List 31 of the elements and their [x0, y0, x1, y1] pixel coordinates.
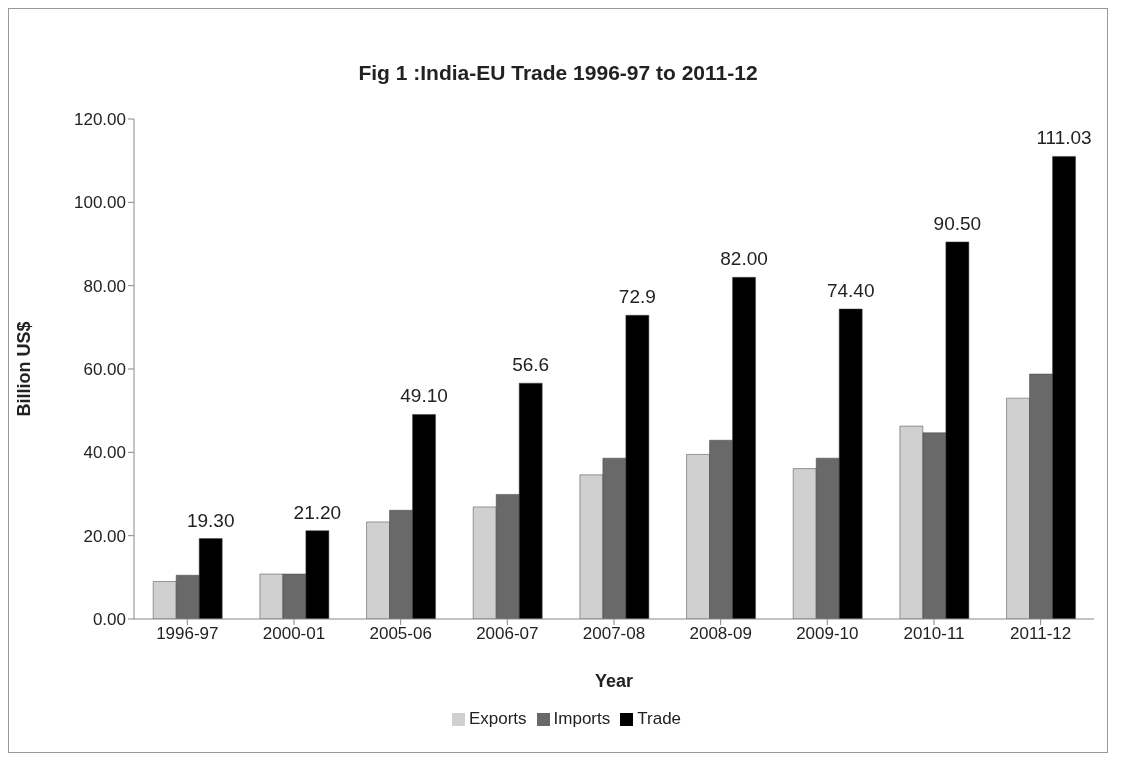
chart-title: Fig 1 :India-EU Trade 1996-97 to 2011-12 [357, 61, 759, 85]
x-tick-label: 2010-11 [903, 624, 965, 644]
data-label: 90.50 [933, 212, 982, 234]
data-label: 19.30 [186, 509, 235, 531]
y-tick-label: 40.00 [83, 443, 126, 463]
x-tick-label: 2006-07 [476, 624, 539, 644]
x-axis-title: Year [594, 671, 634, 691]
y-tick-label: 80.00 [83, 276, 126, 296]
y-tick-label: 0.00 [92, 610, 126, 630]
y-axis-title: Billion US$ [14, 321, 35, 417]
legend-label: Trade [637, 709, 682, 728]
data-label: 49.10 [400, 385, 448, 407]
x-tick-label: 1996-97 [156, 624, 219, 644]
y-tick-label: 120.00 [74, 110, 126, 130]
x-tick-label: 2000-01 [262, 624, 326, 644]
data-label: 21.20 [293, 501, 342, 523]
y-tick-label: 100.00 [74, 193, 126, 213]
legend-label: Imports [553, 709, 611, 728]
x-tick-label: 2009-10 [796, 624, 859, 644]
data-label: 72.9 [618, 286, 656, 308]
data-label: 56.6 [512, 354, 550, 376]
x-tick-label: 2005-06 [369, 624, 432, 644]
x-tick-label: 2011-12 [1010, 624, 1072, 644]
x-tick-label: 2007-08 [582, 624, 646, 644]
data-label: 111.03 [1036, 127, 1092, 149]
y-tick-label: 20.00 [83, 526, 126, 546]
data-label: 74.40 [826, 280, 875, 301]
y-tick-label: 60.00 [83, 360, 126, 380]
data-label: 82.00 [720, 248, 768, 270]
x-tick-label: 2008-09 [689, 624, 752, 644]
legend-label: Exports [468, 709, 527, 728]
